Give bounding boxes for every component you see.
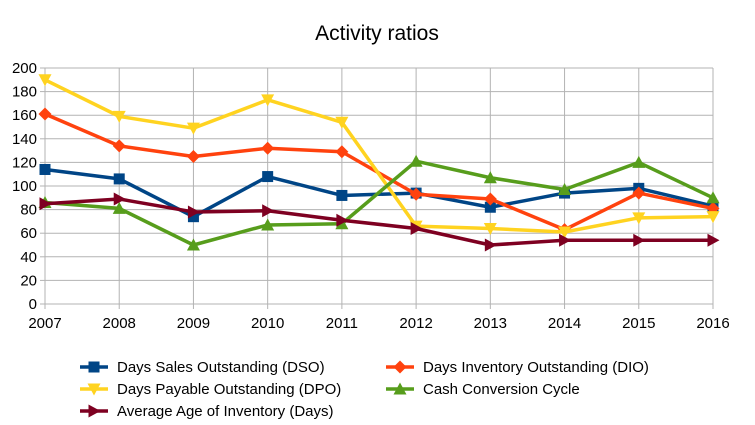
data-point bbox=[706, 211, 720, 224]
x-tick-label: 2011 bbox=[326, 315, 358, 332]
series-3 bbox=[38, 74, 720, 239]
data-point bbox=[483, 222, 497, 235]
data-point bbox=[632, 212, 646, 225]
data-point bbox=[39, 197, 52, 211]
y-tick-label: 80 bbox=[20, 202, 37, 219]
data-point bbox=[632, 155, 646, 168]
data-point bbox=[113, 192, 126, 206]
legend-item: Average Age of Inventory (Days) bbox=[80, 403, 334, 420]
y-tick-label: 40 bbox=[20, 249, 37, 266]
data-point bbox=[483, 171, 497, 184]
data-point bbox=[113, 173, 125, 185]
chart-title: Activity ratios bbox=[315, 22, 439, 45]
legend-marker bbox=[87, 383, 101, 396]
data-point bbox=[261, 218, 275, 231]
legend-item: Days Sales Outstanding (DSO) bbox=[80, 359, 325, 376]
data-point bbox=[112, 110, 126, 123]
y-tick-label: 200 bbox=[12, 60, 37, 77]
y-tick-label: 60 bbox=[20, 225, 37, 242]
data-point bbox=[335, 116, 349, 129]
legend-label: Days Payable Outstanding (DPO) bbox=[117, 381, 341, 398]
legend-item: Days Inventory Outstanding (DIO) bbox=[386, 359, 649, 376]
data-point bbox=[186, 150, 200, 163]
data-point bbox=[187, 205, 200, 219]
x-axis-ticks: 2007 2008 2009 2010 2011 2012 2013 2014 2015 2016 bbox=[28, 315, 729, 332]
data-point bbox=[558, 183, 572, 196]
series-lines bbox=[38, 74, 720, 252]
y-tick-label: 100 bbox=[12, 178, 37, 195]
x-tick-label: 2015 bbox=[622, 315, 655, 332]
legend-marker bbox=[393, 360, 407, 374]
data-point bbox=[38, 107, 52, 121]
data-point bbox=[632, 186, 646, 200]
x-tick-label: 2010 bbox=[251, 315, 284, 332]
y-tick-label: 20 bbox=[20, 272, 37, 289]
data-point bbox=[262, 204, 275, 218]
data-point bbox=[707, 233, 720, 247]
data-point bbox=[483, 192, 497, 206]
data-point bbox=[633, 233, 646, 247]
data-point bbox=[559, 233, 572, 247]
legend-item: Cash Conversion Cycle bbox=[386, 381, 580, 398]
y-tick-label: 140 bbox=[12, 131, 37, 148]
data-point bbox=[409, 187, 423, 201]
data-point bbox=[112, 139, 126, 153]
data-point bbox=[409, 154, 423, 167]
x-tick-label: 2008 bbox=[103, 315, 136, 332]
data-point bbox=[38, 74, 52, 87]
y-tick-label: 160 bbox=[12, 107, 37, 124]
legend: Days Sales Outstanding (DSO) Days Invento… bbox=[80, 359, 649, 420]
series-line bbox=[44, 78, 714, 234]
y-tick-label: 120 bbox=[12, 154, 37, 171]
x-tick-label: 2012 bbox=[399, 315, 432, 332]
data-point bbox=[261, 94, 275, 107]
x-tick-label: 2013 bbox=[474, 315, 507, 332]
data-point bbox=[706, 191, 720, 204]
y-axis-ticks: 0 20 40 60 80 100 120 140 160 180 200 bbox=[12, 60, 37, 313]
data-point bbox=[558, 226, 572, 239]
data-point bbox=[187, 211, 199, 223]
data-point bbox=[335, 145, 349, 159]
legend-marker bbox=[393, 382, 407, 395]
legend-item: Days Payable Outstanding (DPO) bbox=[80, 381, 341, 398]
data-point bbox=[112, 201, 126, 214]
data-point bbox=[261, 141, 275, 155]
x-tick-label: 2014 bbox=[548, 315, 581, 332]
legend-label: Cash Conversion Cycle bbox=[423, 381, 580, 398]
data-point bbox=[186, 238, 200, 251]
y-tick-label: 180 bbox=[12, 84, 37, 101]
legend-label: Days Sales Outstanding (DSO) bbox=[117, 359, 325, 376]
y-tick-label: 0 bbox=[29, 296, 37, 313]
series-line bbox=[44, 197, 713, 247]
legend-label: Average Age of Inventory (Days) bbox=[117, 403, 334, 420]
legend-label: Days Inventory Outstanding (DIO) bbox=[423, 359, 649, 376]
data-point bbox=[186, 122, 200, 135]
x-tick-label: 2009 bbox=[177, 315, 210, 332]
data-point bbox=[262, 171, 274, 183]
legend-marker bbox=[88, 361, 100, 373]
data-point bbox=[336, 189, 348, 201]
data-point bbox=[484, 201, 496, 213]
data-point bbox=[410, 221, 423, 235]
data-point bbox=[484, 238, 497, 252]
series-line bbox=[44, 159, 714, 247]
x-tick-label: 2007 bbox=[28, 315, 61, 332]
data-point bbox=[39, 163, 51, 175]
data-point bbox=[336, 213, 349, 227]
x-tick-label: 2016 bbox=[696, 315, 729, 332]
legend-marker bbox=[88, 404, 101, 418]
series-5 bbox=[39, 192, 720, 252]
